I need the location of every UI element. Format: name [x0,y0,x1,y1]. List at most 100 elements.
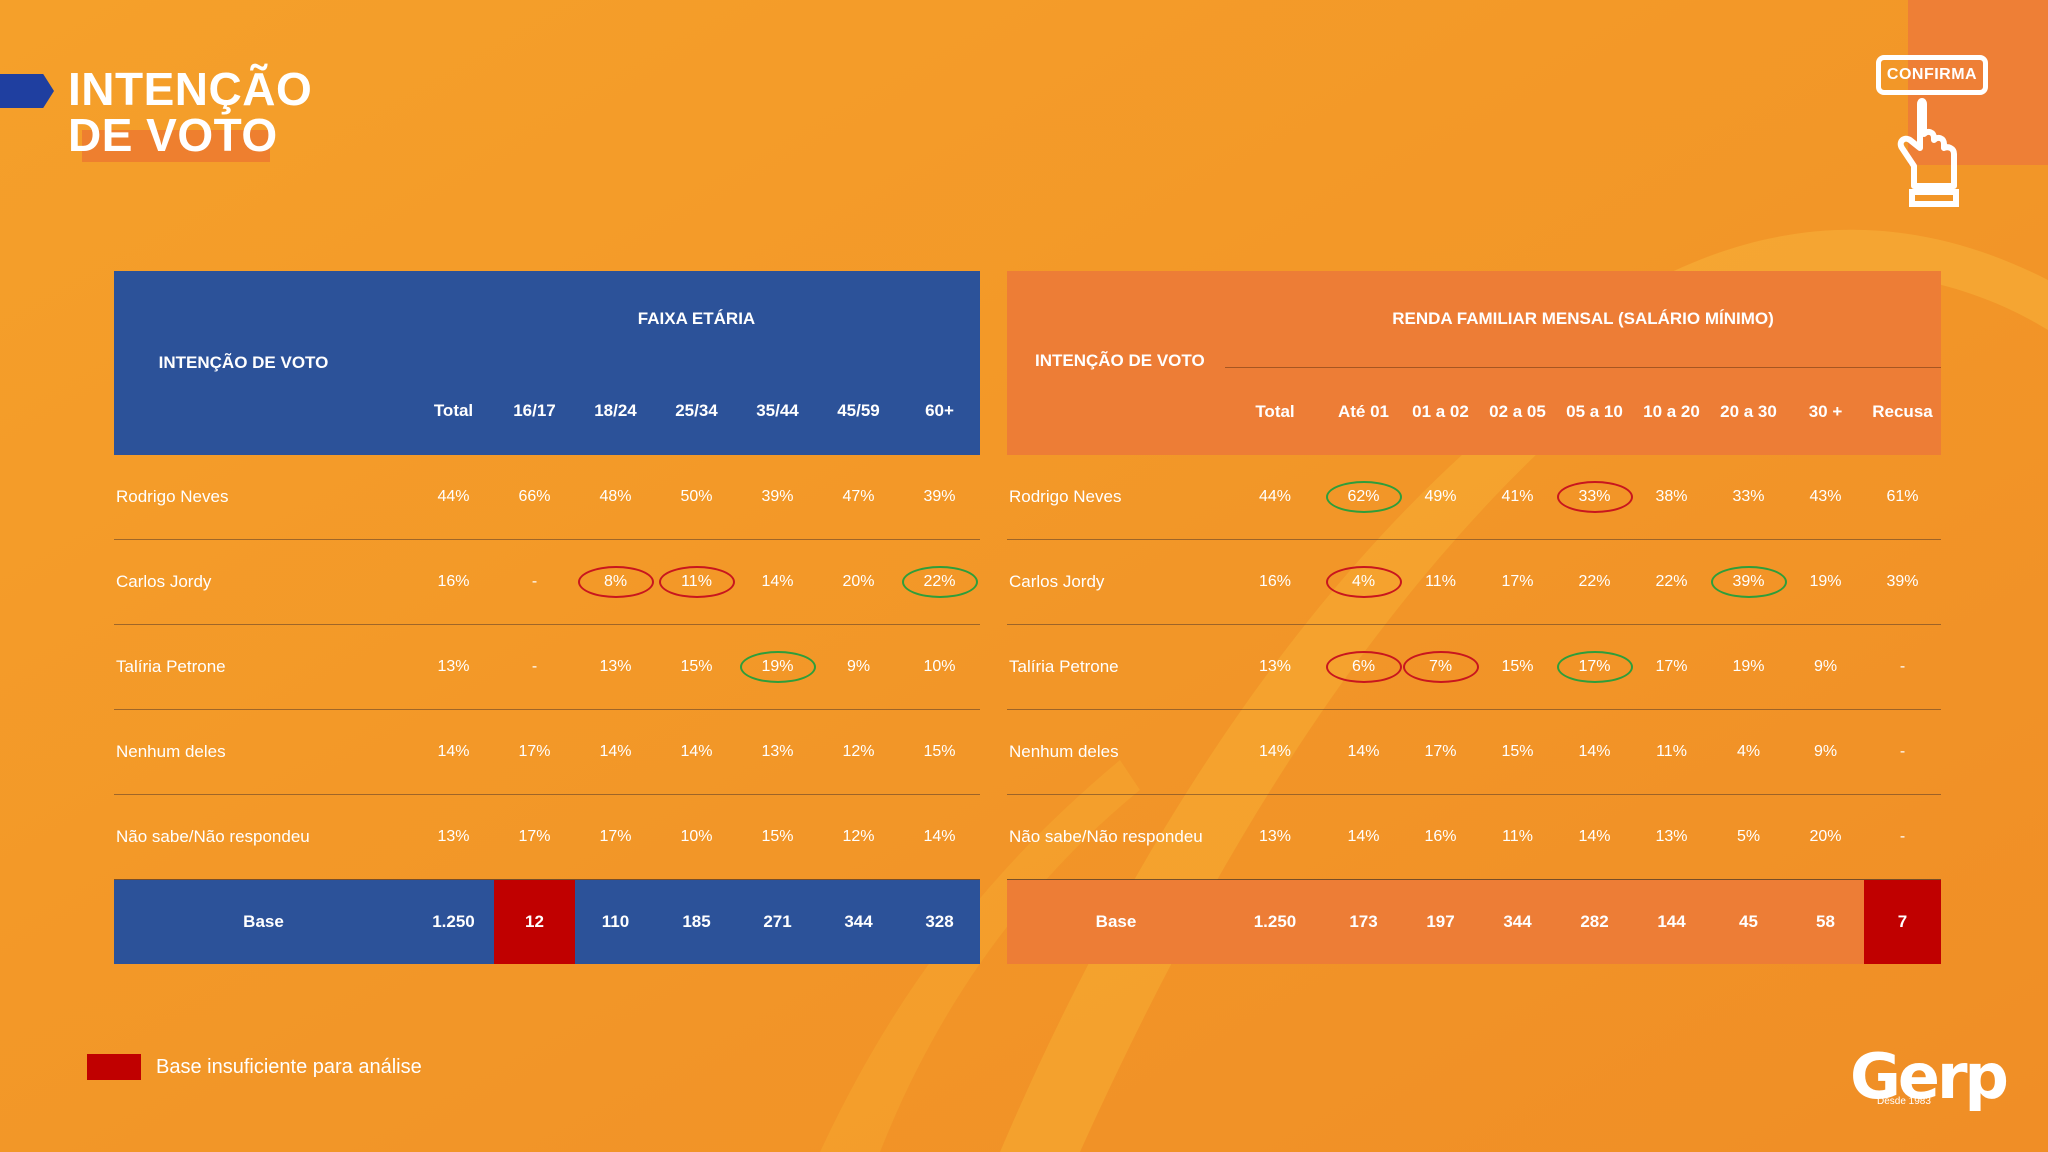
cell-value: 22% [1578,573,1611,590]
table-cell: 61% [1864,455,1941,540]
cell-value: 14% [599,743,632,760]
green-highlight-ring [901,566,978,598]
table-cell: 4% [1710,709,1787,795]
candidate-name: Carlos Jordy [114,539,413,625]
table-cell: 11% [1402,539,1479,625]
table-cell: - [494,624,575,710]
table-cell: 49% [1402,455,1479,540]
income-table: INTENÇÃO DE VOTO RENDA FAMILIAR MENSAL (… [1007,271,1941,964]
table-cell: 14% [1556,709,1633,795]
cell-value: 13% [761,743,794,760]
table-cell: 19% [1787,539,1864,625]
base-value: 58 [1787,879,1864,964]
cell-value: 13% [1258,828,1292,845]
cell-value: 11% [1502,828,1533,845]
cell-value: - [531,658,538,675]
table-cell: 48% [575,455,656,540]
table-cell: 14% [899,794,980,880]
table-row: Não sabe/Não respondeu 13% 14% 16% 11% 14% 13%… [1007,794,1941,880]
red-highlight-ring [1325,651,1402,683]
title-line-2: DE VOTO [68,109,278,161]
table-cell: 11% [1633,709,1710,795]
base-label: Base [1007,879,1225,964]
cell-value: 11% [1425,573,1456,590]
table-cell: 50% [656,455,737,540]
cell-value: 15% [680,658,713,675]
age-table: INTENÇÃO DE VOTO FAIXA ETÁRIA Total 16/1… [114,271,980,964]
table-cell: 20% [1787,794,1864,880]
cell-value: 43% [1809,488,1842,505]
cell-value: 13% [437,658,470,675]
red-highlight-ring [577,566,654,598]
base-label: Base [114,879,413,964]
red-highlight-ring [1325,566,1402,598]
table-cell: 11% [656,539,737,625]
table-row: Rodrigo Neves 44% 62% 49% 41% 33% 38% 33% 43% 61% [1007,455,1941,540]
cell-value: 14% [1347,828,1380,845]
table-cell: 17% [1633,624,1710,710]
table-cell: 12% [818,794,899,880]
cell-value: 17% [1655,658,1688,675]
cell-value: 66% [518,488,551,505]
green-highlight-ring [739,651,816,683]
base-value: 45 [1710,879,1787,964]
table-cell: 22% [1633,539,1710,625]
candidate-name: Não sabe/Não respondeu [114,794,413,880]
cell-value: - [1899,828,1906,845]
base-value: 110 [575,879,656,964]
column-header: 05 a 10 [1566,401,1623,421]
base-row: Base 1.250 12 110 185 271 344 328 [114,879,980,964]
table-cell: 13% [413,794,494,880]
base-value-insufficient: 12 [494,879,575,964]
table-cell: 33% [1710,455,1787,540]
candidate-name: Carlos Jordy [1007,539,1225,625]
table-cell: 12% [818,709,899,795]
cell-value: 9% [1813,743,1838,760]
base-value: 282 [1556,879,1633,964]
cell-value: 13% [599,658,632,675]
base-value: 344 [1479,879,1556,964]
table-cell: 16% [413,539,494,625]
base-value: 344 [818,879,899,964]
table-cell: 13% [1225,624,1325,710]
row-header: INTENÇÃO DE VOTO [158,353,329,372]
cell-value: 10% [923,658,956,675]
table-cell: 14% [413,709,494,795]
column-header: Total [433,401,474,420]
cell-value: 9% [1813,658,1838,675]
table-row: Carlos Jordy 16% - 8% 11% 14% 20% 22% [114,539,980,625]
table-cell: 7% [1402,624,1479,710]
green-highlight-ring [1556,651,1633,683]
cell-value: 47% [842,488,875,505]
table-cell: 39% [737,455,818,540]
table-row: Carlos Jordy 16% 4% 11% 17% 22% 22% 39% 19% 39% [1007,539,1941,625]
table-cell: 13% [575,624,656,710]
red-highlight-ring [1556,481,1633,513]
cell-value: 14% [1578,828,1611,845]
table-cell: 62% [1325,455,1402,540]
group-header: FAIXA ETÁRIA [637,309,756,328]
column-header: 30 + [1808,401,1843,421]
column-header: 10 a 20 [1643,401,1700,421]
cell-value: 39% [761,488,794,505]
cell-value: 22% [1655,573,1688,590]
cell-value: 14% [1258,743,1292,760]
table-cell: 4% [1325,539,1402,625]
table-cell: 14% [1325,794,1402,880]
table-cell: 22% [899,539,980,625]
cell-value: 4% [1736,743,1761,760]
column-header: 01 a 02 [1412,401,1469,421]
base-value: 1.250 [1225,879,1325,964]
cell-value: 61% [1886,488,1919,505]
base-value: 173 [1325,879,1402,964]
cell-value: 13% [1258,658,1292,675]
column-header: 60+ [925,401,954,420]
gerp-tagline: Desde 1983 [1877,1096,1931,1107]
table-cell: 17% [1479,539,1556,625]
table-cell: 17% [494,709,575,795]
gerp-logo: Gerp [1850,1040,2009,1113]
green-highlight-ring [1710,566,1787,598]
table-cell: 9% [1787,709,1864,795]
table-cell: - [1864,709,1941,795]
table-cell: 39% [1864,539,1941,625]
